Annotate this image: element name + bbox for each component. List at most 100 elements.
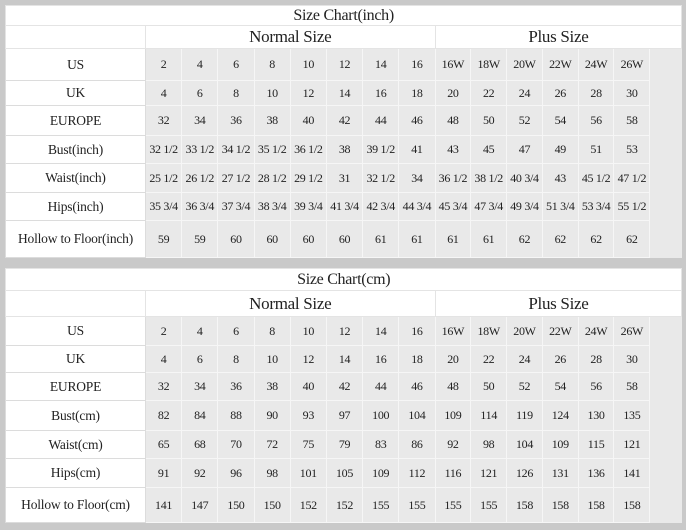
row-label: Hollow to Floor(cm): [5, 487, 146, 523]
empty-cell: [649, 430, 683, 459]
size-value-cell: 14: [362, 48, 400, 81]
size-value-cell: 121: [470, 458, 508, 488]
size-value-cell: 40 3/4: [506, 163, 543, 193]
empty-cell: [649, 345, 683, 373]
size-value-cell: 2: [144, 316, 183, 346]
size-value-cell: 6: [181, 345, 219, 373]
size-value-cell: 68: [181, 430, 219, 459]
size-value-cell: 42: [325, 105, 364, 136]
size-value-cell: 158: [577, 487, 615, 523]
size-value-cell: 16: [362, 80, 400, 106]
size-value-cell: 50: [470, 372, 508, 401]
normal-size-header: Normal Size: [145, 290, 436, 317]
row-label: Waist(inch): [5, 163, 146, 193]
table-row: Hollow to Floor(inch) 59 59 60 60 60 60 61 61 61 6…: [5, 220, 683, 258]
size-value-cell: 28 1/2: [253, 163, 291, 193]
size-value-cell: 12: [289, 80, 327, 106]
size-table: Size Chart(inch) Normal Size Plus Size US 2 4…: [4, 5, 683, 258]
size-value-cell: 72: [253, 430, 291, 459]
size-value-cell: 150: [217, 487, 255, 523]
size-value-cell: 92: [181, 458, 219, 488]
size-value-cell: 152: [289, 487, 327, 523]
size-value-cell: 70: [217, 430, 255, 459]
size-value-cell: 36 1/2: [434, 163, 472, 193]
size-value-cell: 28: [577, 80, 615, 106]
size-value-cell: 22: [470, 345, 508, 373]
size-value-cell: 104: [398, 400, 436, 431]
table-row: Hollow to Floor(cm) 141 147 150 150 152 152 155…: [5, 487, 683, 523]
size-value-cell: 12: [325, 48, 364, 81]
chart-title: Size Chart(inch): [4, 5, 683, 26]
size-value-cell: 42 3/4: [362, 192, 400, 221]
size-value-cell: 115: [577, 430, 615, 459]
size-value-cell: 141: [613, 458, 651, 488]
empty-cell: [649, 316, 683, 346]
size-value-cell: 14: [325, 345, 364, 373]
size-value-cell: 48: [434, 105, 472, 136]
size-value-cell: 39 1/2: [362, 135, 400, 164]
size-value-cell: 155: [398, 487, 436, 523]
size-value-cell: 121: [613, 430, 651, 459]
empty-cell: [649, 105, 683, 136]
size-value-cell: 27 1/2: [217, 163, 255, 193]
size-value-cell: 61: [470, 220, 508, 258]
size-value-cell: 155: [362, 487, 400, 523]
size-value-cell: 79: [325, 430, 364, 459]
size-value-cell: 98: [470, 430, 508, 459]
row-label: Bust(inch): [5, 135, 146, 164]
size-value-cell: 62: [577, 220, 615, 258]
size-chart-inch: Size Chart(inch) Normal Size Plus Size US 2 4…: [4, 5, 683, 258]
size-value-cell: 29 1/2: [289, 163, 327, 193]
size-value-cell: 10: [289, 48, 327, 81]
row-label: Waist(cm): [5, 430, 146, 459]
row-label: Bust(cm): [5, 400, 146, 431]
size-value-cell: 45 3/4: [434, 192, 472, 221]
size-value-cell: 42: [325, 372, 364, 401]
empty-cell: [649, 163, 683, 193]
size-value-cell: 52: [506, 105, 543, 136]
size-value-cell: 37 3/4: [217, 192, 255, 221]
size-value-cell: 61: [434, 220, 472, 258]
chart-title: Size Chart(cm): [4, 268, 683, 291]
size-value-cell: 20W: [506, 48, 543, 81]
title-row: Size Chart(inch): [4, 5, 683, 26]
size-value-cell: 43: [541, 163, 579, 193]
size-value-cell: 51 3/4: [541, 192, 579, 221]
empty-cell: [649, 458, 683, 488]
size-value-cell: 45: [470, 135, 508, 164]
size-value-cell: 35 3/4: [144, 192, 183, 221]
empty-cell: [649, 135, 683, 164]
row-label: EUROPE: [5, 372, 146, 401]
size-value-cell: 126: [506, 458, 543, 488]
size-value-cell: 8: [217, 80, 255, 106]
size-value-cell: 20W: [506, 316, 543, 346]
size-value-cell: 41: [398, 135, 436, 164]
title-row: Size Chart(cm): [4, 268, 683, 291]
size-value-cell: 34: [181, 105, 219, 136]
size-value-cell: 53: [613, 135, 651, 164]
size-value-cell: 58: [613, 372, 651, 401]
size-value-cell: 6: [181, 80, 219, 106]
size-value-cell: 38: [253, 372, 291, 401]
empty-cell: [649, 372, 683, 401]
row-label: UK: [5, 80, 146, 106]
table-row: Hips(cm) 91 92 96 98 101 105 109 112 116 121 126 131…: [5, 458, 683, 488]
size-value-cell: 4: [144, 80, 183, 106]
size-value-cell: 60: [289, 220, 327, 258]
size-value-cell: 40: [289, 105, 327, 136]
size-value-cell: 26W: [613, 48, 651, 81]
size-value-cell: 114: [470, 400, 508, 431]
size-value-cell: 54: [541, 105, 579, 136]
size-value-cell: 16W: [434, 316, 472, 346]
size-value-cell: 33 1/2: [181, 135, 219, 164]
size-value-cell: 47: [506, 135, 543, 164]
size-value-cell: 22: [470, 80, 508, 106]
normal-size-header: Normal Size: [145, 25, 436, 49]
size-value-cell: 96: [217, 458, 255, 488]
size-value-cell: 14: [362, 316, 400, 346]
size-value-cell: 4: [181, 48, 219, 81]
size-value-cell: 48: [434, 372, 472, 401]
size-value-cell: 51: [577, 135, 615, 164]
size-value-cell: 61: [362, 220, 400, 258]
size-value-cell: 12: [289, 345, 327, 373]
